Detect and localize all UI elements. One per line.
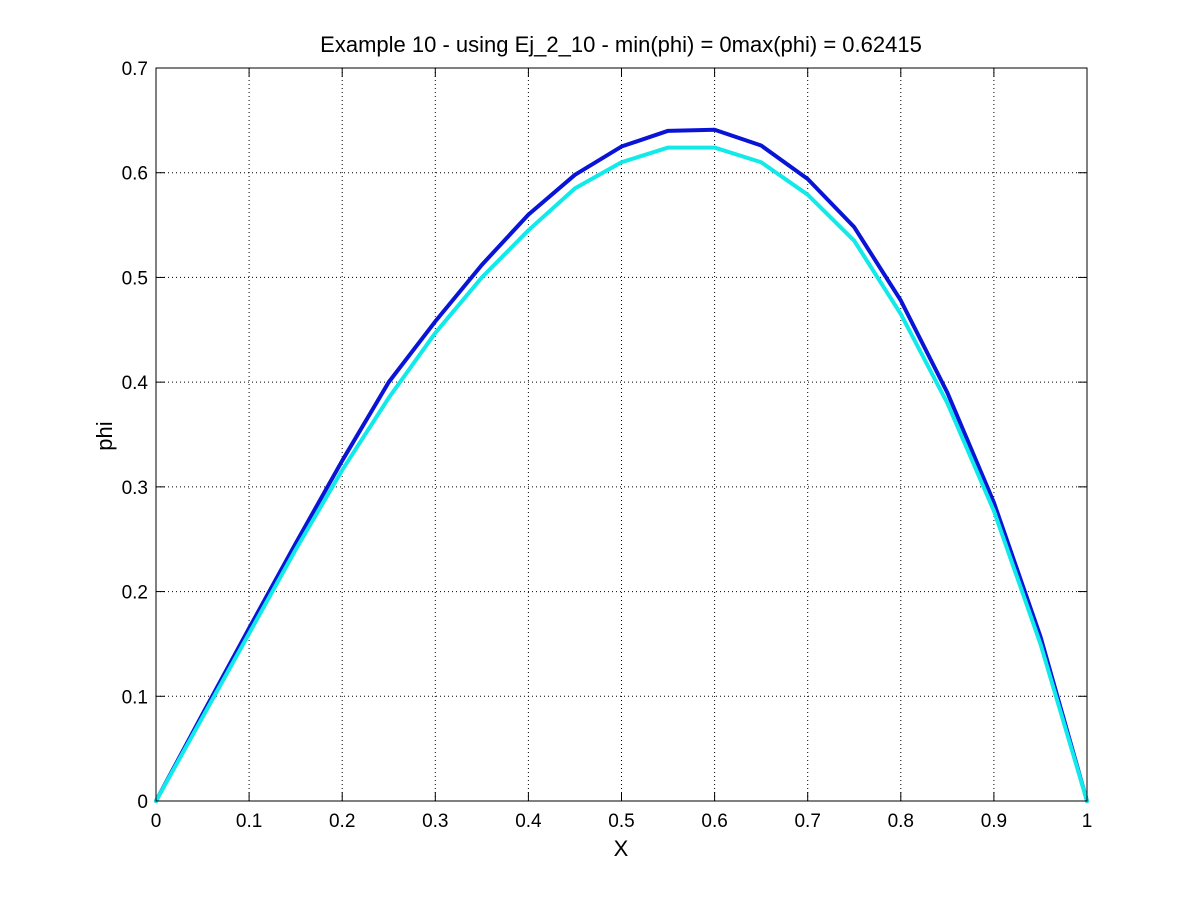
x-tick-label: 0.8 xyxy=(888,811,914,832)
series-line-2 xyxy=(154,145,1089,803)
y-tick-label: 0.6 xyxy=(122,164,148,185)
x-axis-label: X xyxy=(614,836,629,861)
x-tick-label: 0.3 xyxy=(422,811,448,832)
y-tick-label: 0.4 xyxy=(122,373,149,394)
chart-title: Example 10 - using Ej_2_10 - min(phi) = … xyxy=(320,32,922,57)
y-tick-label: 0.7 xyxy=(122,59,148,80)
y-tick-label: 0.2 xyxy=(122,583,148,604)
x-tick-label: 0 xyxy=(151,811,162,832)
x-tick-label: 0.9 xyxy=(981,811,1007,832)
x-tick-label: 0.4 xyxy=(515,811,542,832)
y-tick-label: 0 xyxy=(137,792,148,813)
x-tick-label: 0.6 xyxy=(701,811,727,832)
x-tick-label: 0.5 xyxy=(608,811,634,832)
x-tick-label: 1 xyxy=(1082,811,1093,832)
x-tick-label: 0.7 xyxy=(794,811,820,832)
series-lines xyxy=(154,127,1089,803)
y-axis-label: phi xyxy=(92,421,117,450)
axis-ticks: 0 0.1 0.2 0.3 0.4 0.5 0.6 0.7 0.8 0.9 1 0 0.1 0.2 0.3 0… xyxy=(122,59,1093,832)
x-tick-label: 0.2 xyxy=(329,811,355,832)
plot-area xyxy=(156,68,1087,801)
y-tick-label: 0.3 xyxy=(122,478,148,499)
x-tick-label: 0.1 xyxy=(236,811,262,832)
series-line-1 xyxy=(154,127,1089,803)
y-tick-label: 0.5 xyxy=(122,268,148,289)
y-tick-label: 0.1 xyxy=(122,687,148,708)
